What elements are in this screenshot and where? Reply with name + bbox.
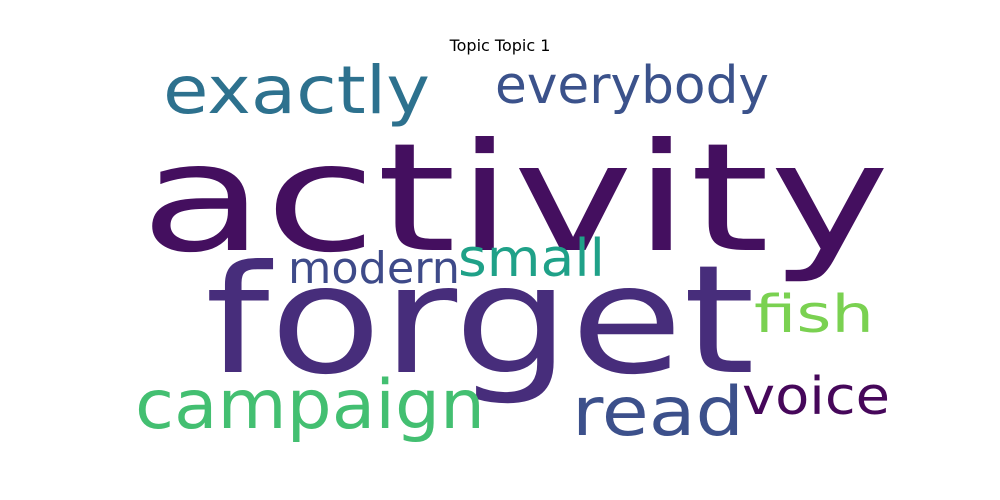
word-campaign: campaign bbox=[135, 366, 485, 445]
word-fish: fish bbox=[754, 285, 874, 345]
word-voice: voice bbox=[742, 367, 890, 427]
word-everybody: everybody bbox=[495, 56, 769, 116]
word-forget: forget bbox=[205, 234, 755, 408]
word-small: small bbox=[458, 229, 605, 289]
word-read: read bbox=[572, 373, 744, 452]
chart-title: Topic Topic 1 bbox=[449, 36, 551, 55]
word-activity: activity bbox=[140, 112, 890, 286]
word-exactly: exactly bbox=[163, 52, 430, 129]
word-modern: modern bbox=[288, 243, 460, 294]
